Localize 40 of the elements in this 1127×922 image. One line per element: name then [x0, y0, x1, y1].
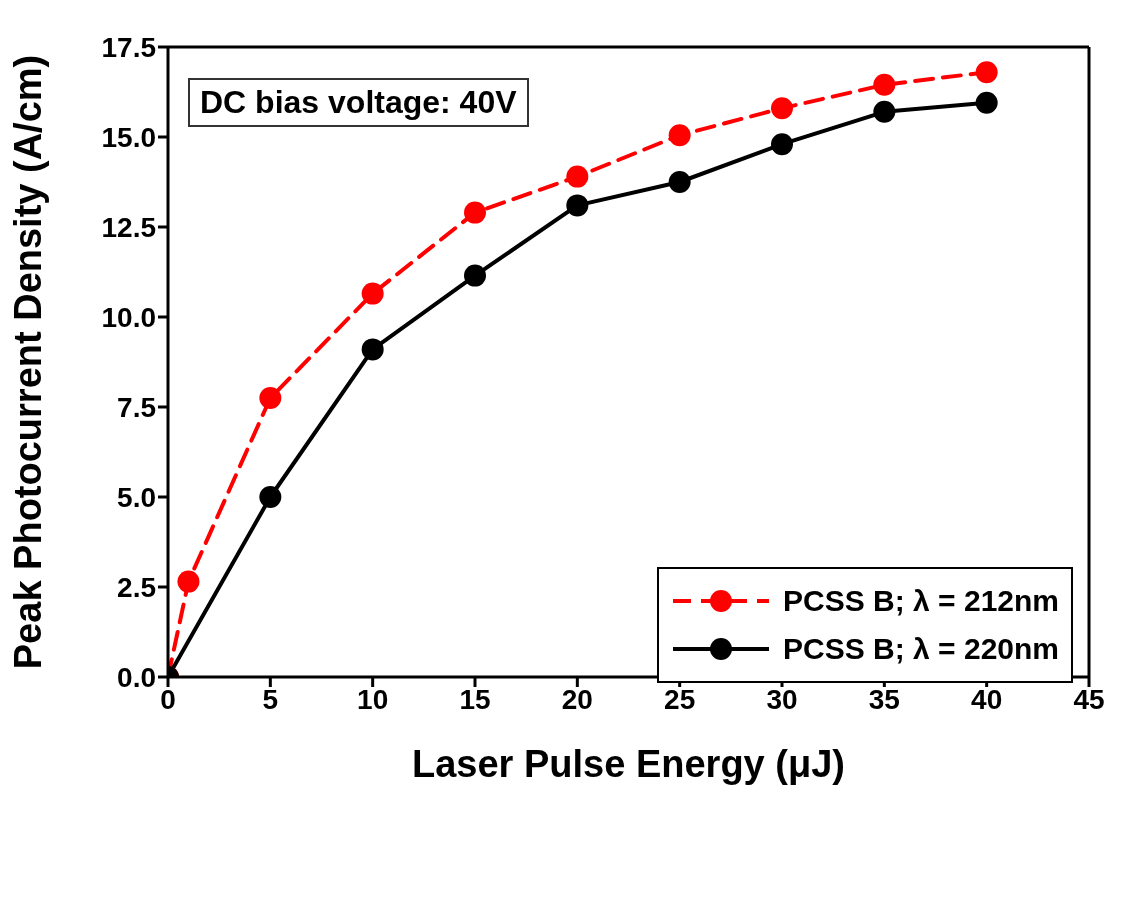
point [975, 91, 998, 114]
x-tick-label: 20 [561, 683, 593, 715]
x-tick-label: 45 [1073, 683, 1105, 715]
y-tick-label: 12.5 [101, 211, 156, 243]
point [259, 387, 282, 409]
point [464, 264, 486, 287]
point [771, 97, 793, 120]
annotation: DC bias voltage: 40V [188, 78, 529, 127]
x-tick-label: 40 [971, 683, 1003, 715]
legend-label: PCSS B; λ = 212nm [783, 583, 1059, 619]
point [566, 165, 589, 188]
y-tick-label: 5.0 [117, 481, 156, 513]
point [771, 133, 793, 156]
point [873, 100, 896, 123]
y-tick-label: 7.5 [117, 391, 156, 423]
y-axis-title: Peak Photocurrent Density (A/cm) [7, 54, 50, 670]
x-axis-title: Laser Pulse Energy (μJ) [412, 743, 845, 785]
x-tick-label: 5 [262, 683, 279, 715]
point [873, 73, 896, 96]
point [361, 282, 384, 305]
x-tick-label: 35 [868, 683, 900, 715]
legend-label: PCSS B; λ = 220nm [783, 631, 1059, 667]
point [464, 201, 486, 224]
y-tick-label: 15.0 [101, 121, 156, 153]
x-tick-label: 10 [357, 683, 389, 715]
point [668, 124, 691, 147]
x-tick-label: 25 [664, 683, 696, 715]
point [566, 194, 589, 217]
point [259, 486, 282, 508]
y-tick-label: 17.5 [101, 31, 156, 63]
x-tick-label: 0 [160, 683, 176, 715]
point [361, 338, 384, 361]
y-tick-label: 10.0 [101, 301, 156, 333]
y-tick-label: 0.0 [117, 661, 156, 693]
x-tick-label: 15 [459, 683, 491, 715]
point [177, 570, 200, 593]
point [668, 171, 691, 193]
x-tick-label: 30 [766, 683, 798, 715]
point [975, 61, 998, 84]
y-tick-label: 2.5 [117, 571, 156, 603]
